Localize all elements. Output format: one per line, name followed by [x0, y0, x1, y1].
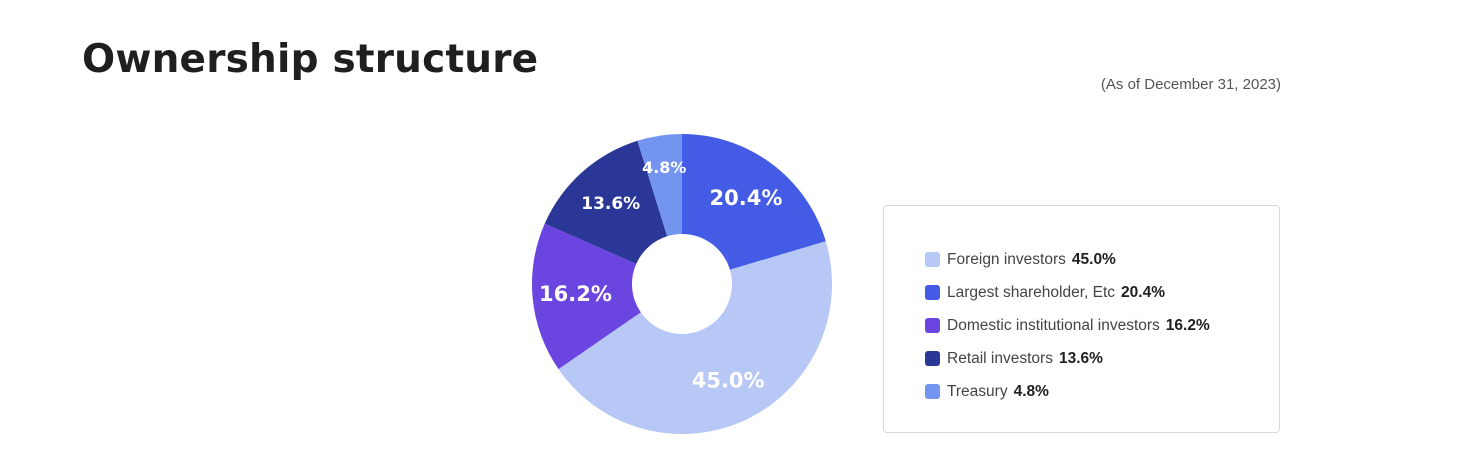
chart-legend: Foreign investors 45.0% Largest shareholde…: [883, 205, 1280, 433]
legend-item: Treasury 4.8%: [925, 375, 1210, 408]
slice-largest-shareholder-etc: [682, 134, 826, 270]
page-title: Ownership structure: [82, 37, 539, 82]
slice-value-label: 20.4%: [710, 186, 783, 210]
legend-label: Largest shareholder, Etc: [947, 283, 1116, 301]
legend-value: 45.0%: [1071, 250, 1116, 268]
legend-swatch: [925, 384, 940, 399]
legend-swatch: [925, 351, 940, 366]
legend-value: 20.4%: [1121, 283, 1165, 301]
legend-label: Domestic institutional investors: [947, 316, 1160, 334]
slice-treasury: [637, 134, 682, 237]
slice-value-label: 45.0%: [692, 369, 765, 393]
slice-retail-investors: [544, 140, 668, 264]
slice-value-label: 13.6%: [581, 194, 640, 214]
slice-foreign-investors: [558, 241, 832, 435]
as-of-date: (As of December 31, 2023): [1100, 76, 1281, 93]
legend-label: Foreign investors: [947, 250, 1066, 268]
slice-value-label: 16.2%: [539, 282, 612, 306]
ownership-donut-chart: 20.4% 45.0% 16.2% 13.6%4.8%: [532, 134, 832, 435]
legend-item: Retail investors 13.6%: [925, 342, 1210, 375]
legend-label: Treasury: [947, 382, 1008, 400]
legend-item: Foreign investors 45.0%: [925, 243, 1210, 276]
legend-value: 4.8%: [1013, 382, 1049, 400]
legend-swatch: [925, 318, 940, 333]
legend-swatch: [925, 252, 940, 267]
legend-swatch: [925, 285, 940, 300]
legend-item: Domestic institutional investors 16.2%: [925, 309, 1210, 342]
legend-value: 16.2%: [1165, 316, 1210, 334]
legend-list: Foreign investors 45.0% Largest shareholde…: [925, 243, 1210, 408]
slice-domestic-institutional-investors: [532, 223, 641, 370]
legend-label: Retail investors: [947, 349, 1053, 367]
legend-item: Largest shareholder, Etc 20.4%: [925, 276, 1210, 309]
slice-value-label: 4.8%: [642, 158, 686, 177]
legend-value: 13.6%: [1058, 349, 1103, 367]
